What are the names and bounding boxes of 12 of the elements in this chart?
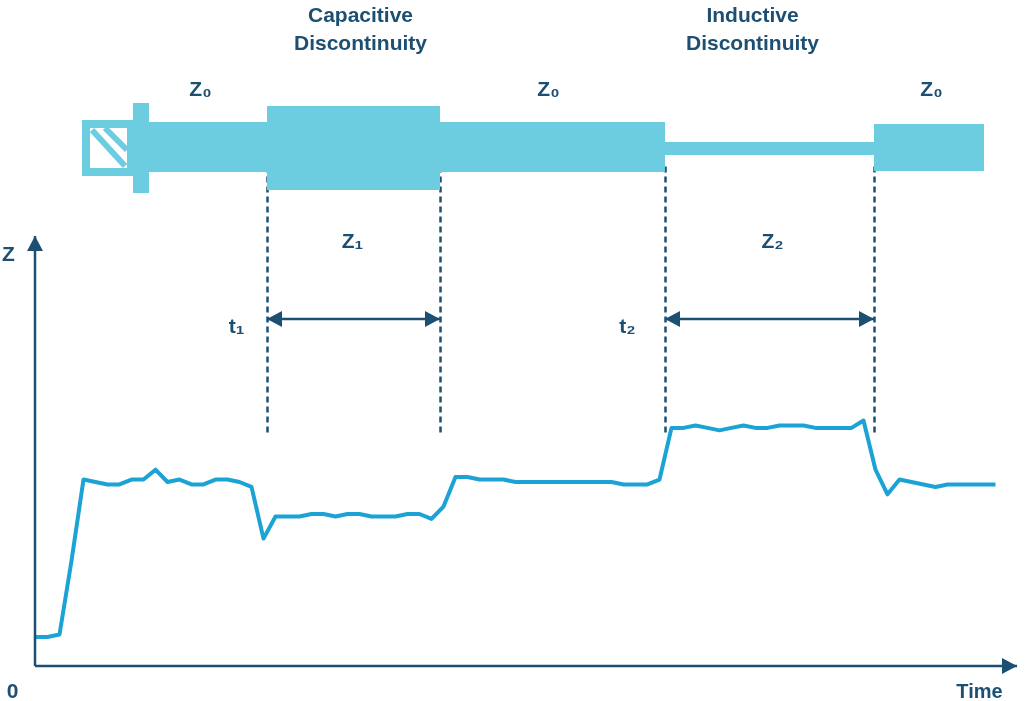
text: Z₂ (761, 229, 784, 252)
text: Capacitive Discontinuity (294, 2, 428, 55)
text: Z₀ (537, 77, 560, 100)
text: Z₁ (341, 229, 364, 252)
text: Z (2, 242, 16, 265)
text: Z₀ (189, 77, 212, 100)
text: Inductive Discontinuity (686, 2, 820, 55)
text: Z₀ (920, 77, 943, 100)
text: 0 (6, 678, 19, 701)
text: t₂ (619, 314, 636, 337)
x-axis-title: Time (956, 679, 1003, 701)
text: t₁ (228, 314, 245, 337)
